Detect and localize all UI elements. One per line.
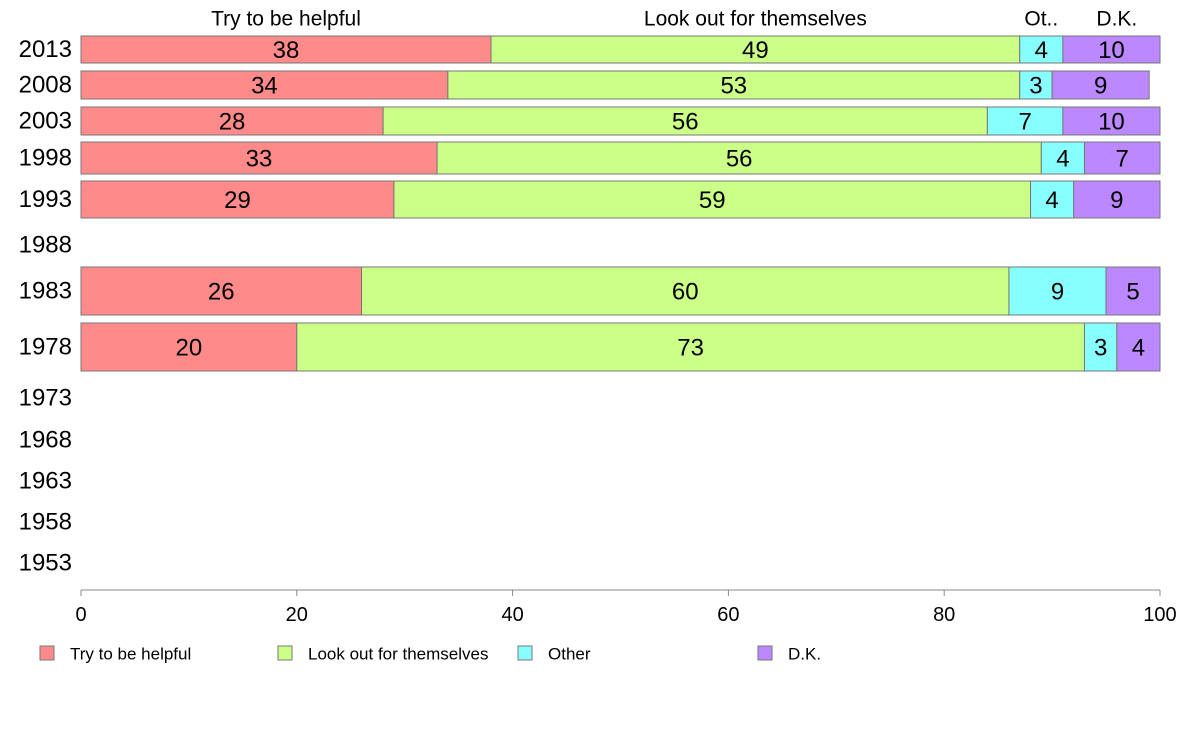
data-label-1983-1: 26 (208, 279, 235, 306)
data-label-1978-4: 4 (1132, 335, 1145, 362)
year-label-1998: 1998 (19, 145, 72, 172)
bar-segment-2003-4 (1062, 106, 1161, 136)
bar-segment-1978-4 (1116, 322, 1161, 372)
year-label-2013: 2013 (19, 36, 72, 63)
legend-item-1: Try to be helpful (39, 645, 191, 664)
data-label-1978-2: 73 (677, 335, 704, 362)
year-label-1988: 1988 (19, 232, 72, 259)
data-label-2008-2: 53 (720, 73, 747, 100)
bar-segment-1983-1 (80, 266, 363, 316)
data-label-1998-2: 56 (726, 146, 753, 173)
x-tick-label-60: 60 (717, 604, 739, 626)
x-tick-label-0: 0 (75, 604, 86, 626)
year-label-1973: 1973 (19, 385, 72, 412)
legend-swatch-1 (39, 645, 55, 661)
bar-segment-1993-4 (1073, 180, 1161, 219)
data-label-1993-1: 29 (224, 187, 251, 214)
legend-item-2: Look out for themselves (277, 645, 488, 664)
data-label-2008-4: 9 (1094, 73, 1107, 100)
data-label-2003-1: 28 (219, 109, 246, 136)
year-label-2008: 2008 (19, 72, 72, 99)
data-label-1978-1: 20 (176, 335, 203, 362)
data-label-1993-2: 59 (699, 187, 726, 214)
bar-segment-1978-1 (80, 322, 298, 372)
column-headers: Try to be helpful Look out for themselves… (211, 8, 1137, 31)
legend: Try to be helpful Look out for themselves… (39, 645, 821, 664)
bar-segment-2008-2 (447, 70, 1021, 100)
legend-label-3: Other (548, 645, 591, 664)
data-label-2013-2: 49 (742, 37, 769, 64)
bar-segment-2003-2 (382, 106, 988, 136)
bar-segment-2008-4 (1051, 70, 1150, 100)
x-tick-label-100: 100 (1143, 604, 1176, 626)
bar-segment-2008-1 (80, 70, 449, 100)
bar-segment-1978-3 (1083, 322, 1118, 372)
x-axis: 0 20 40 60 80 100 (75, 589, 1177, 626)
bar-segment-1983-4 (1105, 266, 1161, 316)
x-tick-label-80: 80 (933, 604, 955, 626)
legend-item-3: Other (517, 645, 591, 664)
data-label-2013-1: 38 (273, 37, 300, 64)
x-tick-label-20: 20 (286, 604, 308, 626)
year-label-2003: 2003 (19, 108, 72, 135)
column-header-4: D.K. (1096, 8, 1137, 31)
column-header-2: Look out for themselves (644, 8, 867, 31)
data-label-2008-1: 34 (251, 73, 278, 100)
data-label-2003-3: 7 (1018, 109, 1031, 136)
bar-segment-2013-4 (1062, 35, 1161, 64)
column-header-1: Try to be helpful (211, 8, 361, 31)
year-label-1968: 1968 (19, 427, 72, 454)
bar-segment-1998-2 (436, 141, 1042, 175)
legend-label-2: Look out for themselves (308, 645, 488, 664)
bar-segment-1993-2 (393, 180, 1032, 219)
legend-item-4: D.K. (757, 645, 821, 664)
bar-segment-1993-3 (1030, 180, 1075, 219)
legend-swatch-2 (277, 645, 293, 661)
data-label-1983-2: 60 (672, 279, 699, 306)
year-label-1953: 1953 (19, 550, 72, 577)
data-label-2013-3: 4 (1035, 37, 1048, 64)
data-label-1998-3: 4 (1056, 146, 1069, 173)
data-label-1998-1: 33 (246, 146, 273, 173)
bar-segment-1983-2 (361, 266, 1010, 316)
bar-segment-1993-1 (80, 180, 395, 219)
data-label-2003-4: 10 (1098, 109, 1125, 136)
legend-swatch-3 (517, 645, 533, 661)
year-label-1978: 1978 (19, 334, 72, 361)
bar-segment-2013-3 (1019, 35, 1064, 64)
column-header-3: Ot.. (1024, 8, 1058, 31)
data-label-2013-4: 10 (1098, 37, 1125, 64)
data-label-1993-4: 9 (1110, 187, 1123, 214)
x-tick-label-40: 40 (501, 604, 523, 626)
data-label-1998-4: 7 (1116, 146, 1129, 173)
data-label-1983-4: 5 (1126, 279, 1139, 306)
data-label-2003-2: 56 (672, 109, 699, 136)
bar-segment-2013-1 (80, 35, 492, 64)
bar-segment-1983-3 (1008, 266, 1107, 316)
bar-segment-1998-4 (1083, 141, 1161, 175)
year-labels: 2013 2008 2003 1998 1993 1988 1983 1978 1973 1968… (19, 36, 72, 577)
bar-segment-2008-3 (1019, 70, 1053, 100)
bar-segment-1998-1 (80, 141, 438, 175)
data-label-1983-3: 9 (1051, 279, 1064, 306)
data-label-1993-3: 4 (1045, 187, 1058, 214)
year-label-1983: 1983 (19, 278, 72, 305)
bar-segment-2003-1 (80, 106, 384, 136)
year-label-1963: 1963 (19, 468, 72, 495)
year-label-1958: 1958 (19, 509, 72, 536)
data-label-1978-3: 3 (1094, 335, 1107, 362)
legend-label-1: Try to be helpful (70, 645, 191, 664)
legend-swatch-4 (757, 645, 773, 661)
data-label-2008-3: 3 (1029, 73, 1042, 100)
bar-segment-2013-2 (490, 35, 1021, 64)
year-label-1993: 1993 (19, 186, 72, 213)
legend-label-4: D.K. (788, 645, 821, 664)
